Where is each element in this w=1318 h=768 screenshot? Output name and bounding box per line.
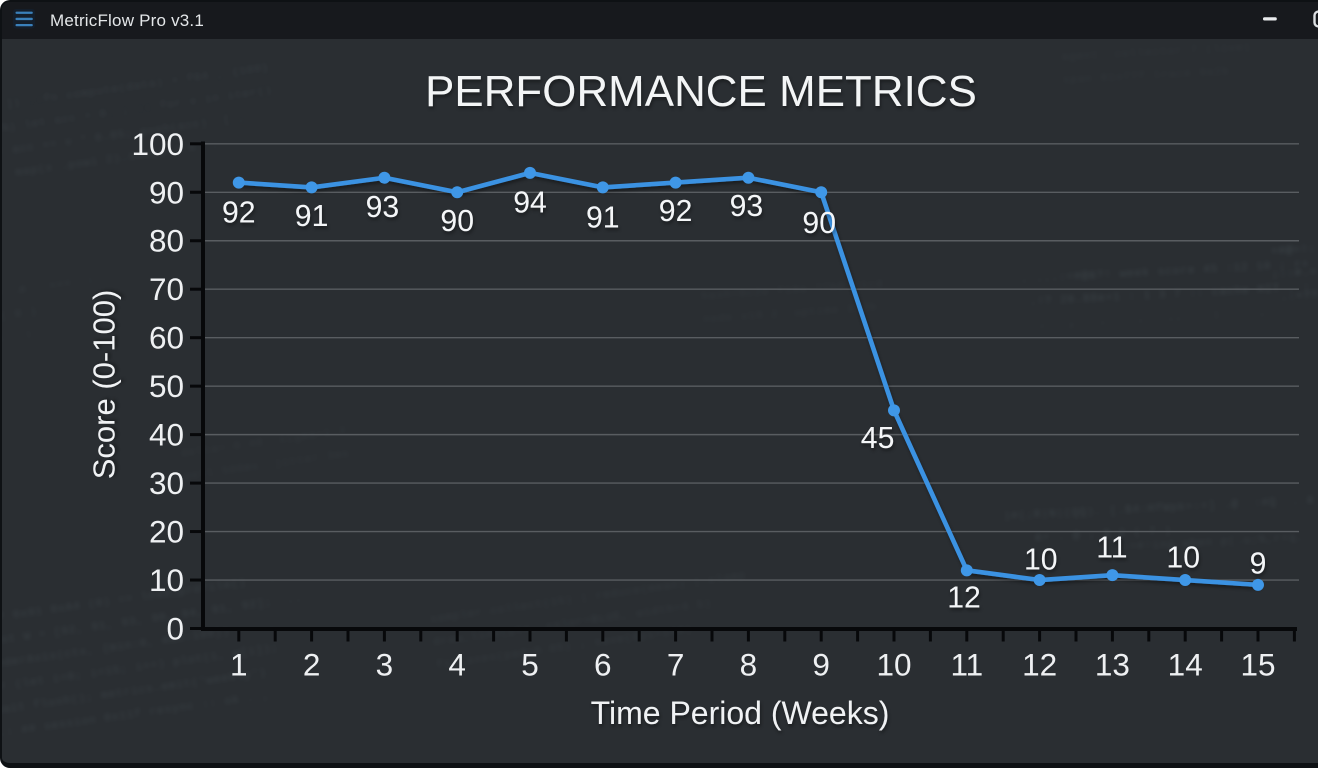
svg-text:94: 94 [513,186,547,219]
svg-text:91: 91 [586,201,620,234]
svg-text:8: 8 [740,647,758,683]
svg-text:70: 70 [149,271,184,307]
svg-text:10: 10 [1166,542,1200,575]
svg-text:2: 2 [303,647,321,683]
svg-text:20: 20 [149,514,184,550]
svg-text:90: 90 [802,207,836,240]
svg-text:45: 45 [861,422,895,455]
svg-text:5: 5 [521,647,539,683]
svg-text:30: 30 [149,465,184,501]
svg-text:91: 91 [295,200,329,233]
svg-text:10: 10 [149,562,184,598]
svg-text:92: 92 [659,195,693,228]
svg-text:11: 11 [950,647,983,683]
svg-text:93: 93 [366,191,400,224]
svg-text:40: 40 [149,417,184,453]
svg-text:PERFORMANCE METRICS: PERFORMANCE METRICS [425,67,977,116]
svg-text:80: 80 [149,223,184,259]
svg-text:92: 92 [222,197,256,230]
svg-text:100: 100 [131,126,184,162]
svg-text:15: 15 [1240,647,1275,683]
svg-text:Score (0-100): Score (0-100) [87,290,122,480]
svg-text:6: 6 [594,647,612,683]
svg-text:7: 7 [667,647,685,683]
svg-text:3: 3 [376,647,394,683]
svg-text:9: 9 [812,647,830,683]
svg-text:Time Period (Weeks): Time Period (Weeks) [591,695,890,731]
svg-text:90: 90 [440,205,474,238]
svg-text:13: 13 [1095,647,1130,683]
svg-text:12: 12 [1022,647,1057,683]
svg-text:10: 10 [876,647,911,683]
svg-text:10: 10 [1024,544,1058,577]
svg-text:1: 1 [230,647,248,683]
svg-text:50: 50 [149,368,184,404]
svg-text:14: 14 [1168,647,1203,683]
svg-text:12: 12 [947,582,981,615]
svg-text:93: 93 [730,190,764,223]
svg-text:0: 0 [166,611,184,647]
svg-text:9: 9 [1250,547,1267,580]
svg-text:4: 4 [448,647,466,683]
svg-text:60: 60 [149,320,184,356]
svg-text:90: 90 [149,174,184,210]
svg-text:11: 11 [1096,532,1127,565]
